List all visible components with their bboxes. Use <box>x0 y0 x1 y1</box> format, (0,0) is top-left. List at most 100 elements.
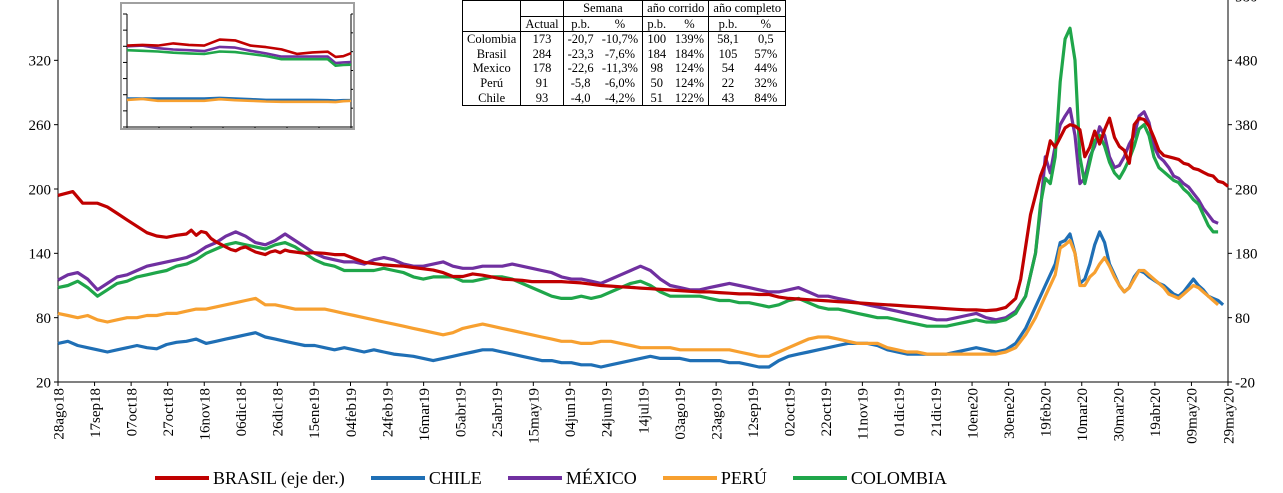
legend-label: CHILE <box>428 467 482 488</box>
table-row: Brasil 284 -23,3 -7,6% 184 184% 105 57% <box>461 46 787 62</box>
legend-label: PERÚ <box>720 467 767 488</box>
series-line-brasil <box>126 38 352 59</box>
row-acomp-pb: 58,1 <box>717 32 739 47</box>
x-tick-label: 15ene19 <box>307 388 323 439</box>
row-sem-pct: -6,0% <box>597 75 644 91</box>
series-line-colombia <box>57 26 1219 328</box>
x-tick-label: 11nov19 <box>856 388 872 440</box>
x-tick-label: 04feb19 <box>344 388 360 437</box>
subheader-acomp-pb: p.b. <box>708 15 747 33</box>
left-tick-label: 200 <box>29 182 52 198</box>
row-country: Perú <box>461 75 521 91</box>
spread-stats-table: Semana año corrido año completo Actual p… <box>461 0 787 107</box>
chart-legend: BRASIL (eje der.) CHILE MÉXICO PERÚ COLO… <box>155 466 973 490</box>
row-acomp-pb: 105 <box>718 46 738 61</box>
row-actual: 284 <box>520 46 564 62</box>
row-sem-pb: -5,8 <box>562 75 598 91</box>
x-tick-label: 19feb20 <box>1038 388 1054 437</box>
series-line-brasil <box>57 116 1229 313</box>
x-tick-label: 10mar20 <box>1075 388 1091 441</box>
row-sem-pb: -22,6 <box>562 61 598 76</box>
subheader-acomp-pct: % <box>746 15 787 33</box>
left-tick-label: 320 <box>29 54 52 70</box>
row-acomp-pb: 43 <box>708 90 747 107</box>
header-ano-completo: año completo <box>708 0 787 17</box>
legend-item-chile: CHILE <box>370 467 482 489</box>
x-tick-label: 16mar19 <box>417 388 433 441</box>
table-corner-cell <box>461 0 521 17</box>
x-tick-label: 15may19 <box>527 388 543 444</box>
x-tick-label: 30mar20 <box>1112 388 1128 441</box>
legend-swatch <box>662 476 717 480</box>
row-country: Brasil <box>461 46 521 62</box>
row-ac-pct: 122% <box>670 90 710 107</box>
subheader-actual: Actual <box>520 15 564 33</box>
row-actual: 93 <box>520 90 564 107</box>
row-ac-pb: 50 <box>650 75 664 90</box>
legend-item-colombia: COLOMBIA <box>792 467 947 489</box>
legend-label: BRASIL (eje der.) <box>213 467 345 488</box>
row-acomp-pct: 32% <box>746 75 787 91</box>
left-tick-label: 140 <box>29 247 52 263</box>
table-row: Colombia 173 -20,7 -10,7% 100 139% 58,1 … <box>461 31 787 47</box>
row-actual: 91 <box>520 75 564 91</box>
row-acomp-pct: 57% <box>746 46 787 62</box>
row-ac-pct: 124% <box>670 61 710 76</box>
table-row: Mexico 178 -22,6 -11,3% 98 124% 54 44% <box>461 61 787 76</box>
row-ac-pb: 51 <box>642 90 671 107</box>
row-acomp-pct: 84% <box>746 90 787 107</box>
right-tick-label: 180 <box>1235 247 1258 263</box>
table-row: Perú 91 -5,8 -6,0% 50 124% 22 32% <box>461 75 787 91</box>
left-tick-label: 20 <box>36 375 51 391</box>
row-ac-pb: 100 <box>647 32 667 47</box>
row-sem-pb: -20,7 <box>562 31 598 47</box>
x-tick-label: 06dic18 <box>234 388 250 436</box>
x-tick-label: 07oct18 <box>124 388 140 436</box>
row-sem-pct: -11,3% <box>597 61 644 76</box>
row-actual: 173 <box>520 31 564 47</box>
row-ac-pb: 184 <box>647 46 667 61</box>
legend-label: MÉXICO <box>565 467 637 488</box>
x-tick-label: 02oct19 <box>783 388 799 436</box>
row-ac-pct: 184% <box>670 46 710 62</box>
legend-item-mexico: MÉXICO <box>507 467 637 489</box>
inset-chart: 106011016021026031036090,0140,0190,0240,… <box>101 7 416 173</box>
row-sem-pct: -7,6% <box>597 46 644 62</box>
right-tick-label: 280 <box>1235 182 1258 198</box>
x-tick-label: 10ene20 <box>965 388 981 439</box>
row-acomp-pb: 22 <box>721 75 735 90</box>
x-tick-label: 09may20 <box>1185 388 1201 444</box>
row-country: Colombia <box>461 31 521 47</box>
x-tick-label: 01dic19 <box>892 388 908 436</box>
x-tick-label: 19abr20 <box>1148 388 1164 437</box>
subheader-ac-pct: % <box>670 15 710 33</box>
legend-swatch <box>370 476 425 480</box>
row-sem-pct: -10,7% <box>597 31 644 47</box>
x-tick-label: 14jul19 <box>636 388 652 434</box>
legend-label: COLOMBIA <box>850 467 947 488</box>
x-tick-label: 03ago19 <box>673 388 689 440</box>
subheader-sem-pb: p.b. <box>562 15 598 33</box>
inset-chart-panel: 106011016021026031036090,0140,0190,0240,… <box>101 2 416 173</box>
right-tick-label: 80 <box>1235 311 1250 327</box>
series-line-perú <box>57 238 1220 358</box>
x-tick-label: 27oct18 <box>161 388 177 436</box>
x-tick-label: 23ago19 <box>709 388 725 440</box>
legend-swatch <box>155 476 209 480</box>
header-ano-corrido: año corrido <box>642 0 710 17</box>
x-tick-label: 25abr19 <box>490 388 506 437</box>
subheader-ac-pb: p.b. <box>642 15 671 33</box>
right-tick-label: 380 <box>1235 118 1258 134</box>
row-ac-pct: 139% <box>670 31 710 47</box>
row-ac-pct: 124% <box>670 75 710 91</box>
x-tick-label: 24jun19 <box>600 388 616 437</box>
x-tick-label: 21dic19 <box>929 388 945 436</box>
x-tick-label: 12sep19 <box>746 388 762 438</box>
row-country: Chile <box>461 90 521 107</box>
row-ac-pb: 98 <box>650 61 664 76</box>
x-tick-label: 17sep18 <box>88 388 104 438</box>
legend-swatch <box>507 476 562 480</box>
series-line-colombia <box>126 48 352 67</box>
legend-item-brasil: BRASIL (eje der.) <box>155 468 345 489</box>
